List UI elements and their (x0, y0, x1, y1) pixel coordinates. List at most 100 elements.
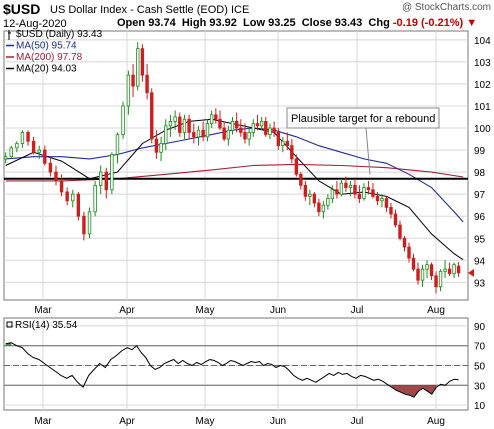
price-tick-label: 96 (474, 212, 486, 223)
rsi-oversold-fill (391, 385, 437, 398)
candle-body (425, 264, 429, 270)
candle-body (65, 191, 69, 202)
candle-body (48, 162, 53, 173)
candle-body (281, 140, 285, 147)
x-tick-label-rsi: Jun (270, 416, 286, 427)
candle-body (71, 193, 75, 202)
candle-body (209, 114, 214, 125)
candle-body (15, 143, 19, 149)
candle-body (37, 149, 41, 153)
candle-body (234, 121, 239, 129)
candle-body (218, 118, 222, 129)
candle-body (380, 198, 384, 202)
rsi-panel-frame (3, 317, 469, 411)
symbol: $USD (3, 1, 41, 17)
candle-body (187, 118, 191, 133)
x-tick-label-price: May (196, 305, 215, 316)
x-tick-label-price: Jun (270, 305, 286, 316)
candle-body (290, 145, 294, 160)
candle-body (321, 204, 326, 213)
candle-body (99, 171, 103, 186)
candle-body (259, 121, 264, 127)
candle-body (299, 173, 303, 186)
open-value: 93.74 (148, 17, 176, 29)
price-tick-label: 93 (474, 278, 486, 289)
rsi-tick-label: 70 (474, 342, 486, 353)
candle-body (402, 237, 407, 248)
legend-label: MA(50) 95.74 (16, 41, 77, 52)
candle-body (268, 127, 272, 136)
price-tick-label: 94 (474, 256, 486, 267)
x-tick-label-rsi: May (196, 416, 215, 427)
candle-body (335, 189, 339, 195)
candle-body (438, 270, 443, 288)
price-tick-label: 103 (474, 58, 491, 69)
low-value: 93.25 (268, 17, 296, 29)
candle-body (357, 193, 362, 199)
chg-label: Chg (368, 17, 390, 29)
candle-body (131, 74, 135, 87)
candle-body (222, 127, 226, 140)
legend-label: MA(200) 97.78 (16, 52, 83, 63)
candle-body (136, 48, 140, 87)
last-price-marker (468, 268, 474, 277)
candle-body (276, 132, 281, 147)
candle-body (371, 189, 375, 197)
candle-body (384, 198, 389, 208)
candle-body (447, 268, 452, 274)
candle-body (214, 114, 218, 120)
candle-body (443, 268, 447, 272)
close-value: 93.43 (334, 17, 363, 29)
price-tick-label: 102 (474, 80, 491, 91)
exchange: ICE (230, 4, 250, 16)
candle-body (389, 206, 393, 215)
candle-body (330, 189, 335, 199)
rsi-tick-label: 50 (474, 361, 486, 372)
rsi-line (5, 342, 459, 398)
candle-body (317, 202, 321, 213)
candle-body (9, 147, 13, 158)
candle-body (420, 268, 425, 281)
candle-body (339, 182, 344, 195)
candle-body (452, 264, 456, 274)
price-tick-label: 99 (474, 146, 486, 157)
candle-body (31, 140, 36, 153)
candle-body (416, 268, 420, 281)
candle-body (104, 171, 108, 191)
candle-body (407, 246, 411, 259)
candle-body (226, 129, 231, 140)
candle-body (54, 171, 58, 182)
candle-body (344, 182, 348, 188)
candle-body (312, 193, 317, 204)
candle-body (429, 264, 434, 277)
x-tick-label-price: Jul (351, 305, 364, 316)
candle-body (264, 121, 268, 136)
candle-body (173, 116, 177, 122)
annotation-text: Plausible target for a rebound (291, 113, 435, 125)
candle-body (192, 132, 196, 138)
rsi-label: RSI(14) 35.54 (15, 320, 78, 331)
instrument-name: US Dollar Index - Cash Settle (EOD) ICE (50, 4, 249, 16)
x-tick-label-price: Apr (119, 305, 135, 316)
candle-body (353, 184, 357, 195)
ohlc-line: Open 93.74 High 93.92 Low 93.25 Close 93… (117, 17, 477, 29)
candle-body (140, 48, 145, 76)
candle-body (182, 118, 187, 133)
candle-body (398, 224, 402, 239)
annotation-pointer (365, 127, 371, 175)
legend-label: $USD (Daily) 93.43 (16, 29, 103, 40)
candle-body (294, 158, 299, 175)
chg-down-icon: ▼ (466, 17, 478, 29)
legend-candle-swatch (8, 30, 11, 40)
rsi-legend-swatch (6, 321, 13, 328)
open-label: Open (117, 17, 146, 29)
candle-body (159, 143, 163, 153)
candle-body (285, 140, 290, 147)
candle-body (76, 193, 81, 217)
candle-body (303, 184, 308, 197)
close-label: Close (301, 17, 332, 29)
quote-date: 12-Aug-2020 (3, 18, 67, 30)
rsi-tick-label: 90 (474, 322, 486, 333)
candle-body (308, 193, 312, 197)
watermark: @ StockCharts.com (401, 2, 491, 13)
